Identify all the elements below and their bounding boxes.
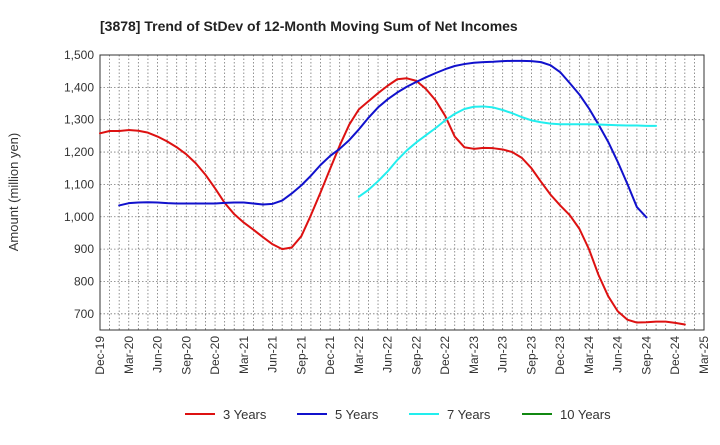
grid-lines	[100, 54, 704, 330]
legend-label: 7 Years	[447, 407, 491, 422]
chart-title: [3878] Trend of StDev of 12-Month Moving…	[100, 18, 518, 34]
x-tick-label: Jun-24	[611, 336, 625, 373]
x-tick-label: Jun-20	[151, 336, 165, 373]
legend-label: 5 Years	[335, 407, 379, 422]
legend: 3 Years 5 Years 7 Years 10 Years	[185, 407, 611, 422]
x-tick-label: Jun-22	[381, 336, 395, 373]
legend-label: 3 Years	[223, 407, 267, 422]
y-tick-label: 1,000	[64, 210, 94, 224]
series-lines	[99, 59, 686, 326]
x-tick-label: Sep-21	[294, 336, 308, 375]
x-tick-label: Sep-24	[639, 336, 653, 375]
x-tick-label: Sep-23	[524, 336, 538, 375]
y-axis: 700 800 900 1,000 1,100 1,200 1,300 1,400 1,500	[64, 48, 94, 321]
x-tick-label: Jun-21	[266, 336, 280, 373]
y-tick-label: 1,100	[64, 177, 94, 191]
x-tick-label: Sep-22	[409, 336, 423, 375]
x-axis: Dec-19 Mar-20 Jun-20 Sep-20 Dec-20 Mar-21 Jun-…	[93, 336, 711, 375]
x-tick-label: Sep-20	[179, 336, 193, 375]
y-tick-label: 700	[74, 307, 94, 321]
x-tick-label: Mar-23	[467, 336, 481, 374]
x-tick-label: Dec-21	[323, 336, 337, 375]
x-tick-label: Dec-23	[553, 336, 567, 375]
x-tick-label: Mar-24	[582, 336, 596, 374]
series-line-7-years	[357, 105, 658, 198]
y-tick-label: 1,400	[64, 80, 94, 94]
x-tick-label: Dec-24	[668, 336, 682, 375]
x-tick-label: Dec-22	[438, 336, 452, 375]
x-tick-label: Mar-21	[237, 336, 251, 374]
y-tick-label: 800	[74, 274, 94, 288]
x-tick-label: Mar-22	[352, 336, 366, 374]
series-line-3-years	[99, 77, 686, 326]
x-tick-label: Dec-20	[208, 336, 222, 375]
y-tick-label: 900	[74, 242, 94, 256]
series-line-5-years	[118, 59, 648, 219]
x-tick-label: Dec-19	[93, 336, 107, 375]
y-tick-label: 1,200	[64, 145, 94, 159]
y-tick-label: 1,500	[64, 48, 94, 62]
plot-area	[99, 54, 705, 331]
x-tick-label: Mar-25	[697, 336, 711, 374]
y-tick-label: 1,300	[64, 113, 94, 127]
x-tick-label: Jun-23	[496, 336, 510, 373]
y-axis-label: Amount (million yen)	[6, 133, 21, 252]
legend-label: 10 Years	[560, 407, 611, 422]
x-tick-label: Mar-20	[122, 336, 136, 374]
